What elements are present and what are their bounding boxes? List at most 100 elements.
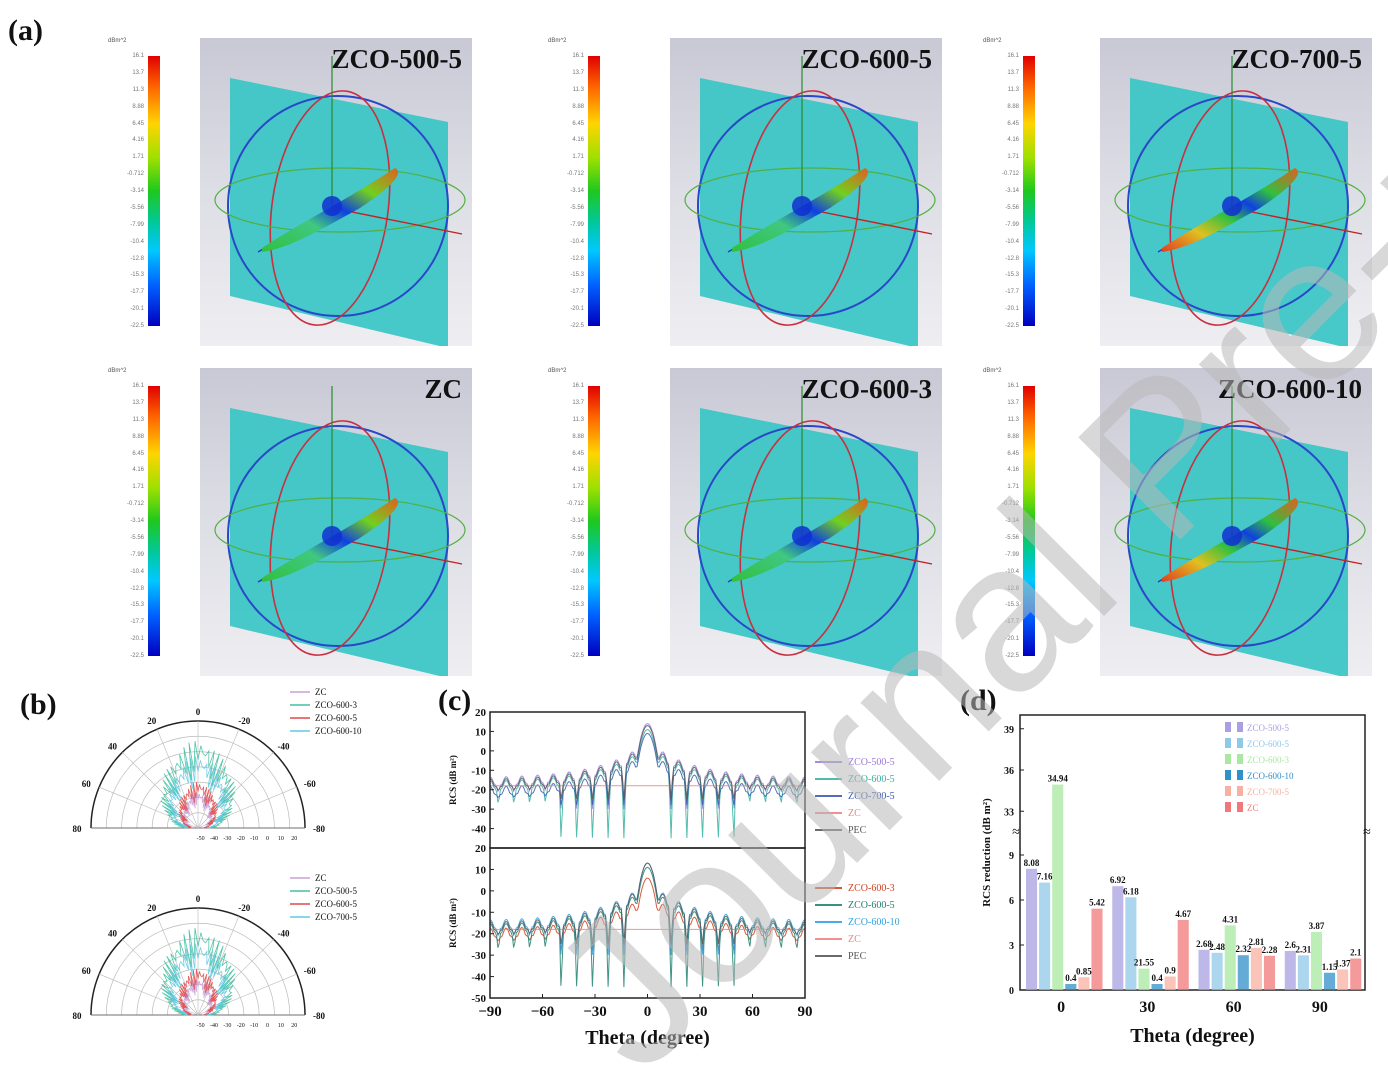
y-axis [1231, 537, 1363, 565]
colorbar-tick: -7.99 [1005, 551, 1019, 558]
bar-value-label: 2.48 [1209, 942, 1225, 952]
bar-value-label: 1.15 [1322, 962, 1338, 972]
legend-swatch [1225, 754, 1231, 764]
phi-circle [1114, 167, 1366, 233]
colorbar: dBm^2 16.1 13.7 11.3 8.88 6.45 4.16 1.71 -0.712 -… [975, 368, 1045, 668]
colorbar-tick: -10.4 [570, 238, 584, 245]
colorbar-unit: dBm^2 [983, 38, 1002, 44]
y-tick-label: -40 [471, 824, 486, 836]
polar-r-tick: -40 [210, 1023, 218, 1029]
simulation-view: ZCO-600-5 [670, 38, 942, 346]
polar-r-tick: -50 [197, 836, 205, 842]
y-axis [331, 537, 463, 565]
bar-value-label: 0.4 [1065, 973, 1077, 983]
bar-value-label: 4.67 [1175, 909, 1191, 919]
y-tick-label: -20 [471, 785, 486, 797]
polar-theta-tick: 0 [196, 707, 201, 717]
colorbar-tick: -22.5 [130, 323, 144, 329]
theta-circle [269, 90, 391, 326]
legend-swatch [1237, 802, 1243, 812]
axis-break-mark: ≈ [1012, 825, 1020, 840]
colorbar-tick: 4.16 [1007, 137, 1019, 144]
colorbar-gradient [148, 386, 160, 656]
colorbar-tick: 13.7 [132, 399, 144, 406]
polar-r-tick: -20 [237, 836, 245, 842]
polar-theta-tick: -20 [238, 716, 250, 726]
phi-circle [1114, 497, 1366, 563]
colorbar-tick: -20.1 [570, 306, 584, 313]
rcs-center [322, 526, 342, 546]
colorbar-tick: -12.8 [130, 255, 144, 262]
x-tick-label: 90 [798, 1004, 813, 1020]
y-tick-label: -10 [471, 765, 486, 777]
legend-label: ZCO-500-5 [315, 886, 357, 896]
y-tick-label: -50 [471, 993, 486, 1005]
line-series [489, 877, 806, 951]
theta-circle [739, 420, 861, 656]
colorbar-tick: -3.14 [1005, 188, 1019, 194]
bar-value-label: 5.42 [1089, 898, 1105, 908]
colorbar-tick: -15.3 [570, 602, 584, 609]
polar-spoke [156, 729, 199, 829]
colorbar: dBm^2 16.1 13.7 11.3 8.88 6.45 4.16 1.71 -0.712 -… [100, 38, 170, 338]
colorbar-tick: 1.71 [572, 154, 584, 161]
polar-spoke [156, 916, 199, 1016]
colorbar-tick: 8.88 [132, 103, 144, 110]
colorbar-tick: -17.7 [130, 619, 144, 626]
plot-frame [489, 711, 806, 849]
colorbar-tick: 6.45 [132, 450, 144, 457]
colorbar-tick: 4.16 [132, 137, 144, 144]
colorbar-tick: -12.8 [570, 255, 584, 262]
x-tick-label: 90 [1312, 999, 1328, 1016]
y-tick-label: 33 [1004, 807, 1014, 818]
line-subplot: 20 10 0 -10 -20 -30 -40 RCS (dB m²) ZCO-500-5 ZCO… [448, 707, 895, 849]
polar-theta-tick: -40 [278, 741, 290, 751]
polar-spoke [122, 939, 199, 1016]
colorbar-tick: -10.4 [1005, 568, 1019, 575]
y-axis-label: RCS (dB m²) [448, 755, 458, 805]
colorbar-tick: -0.712 [126, 501, 144, 508]
y-tick-label: 0 [481, 746, 487, 758]
colorbar-tick: 8.88 [1007, 103, 1019, 110]
colorbar-tick: 11.3 [572, 416, 584, 423]
colorbar-tick: 4.16 [132, 467, 144, 474]
y-tick-label: 3 [1009, 941, 1014, 952]
colorbar-tick: -15.3 [130, 602, 144, 609]
polar-theta-tick: 0 [196, 894, 201, 904]
rcs-center [792, 526, 812, 546]
line-series [489, 732, 806, 806]
x-tick-label: 30 [1139, 999, 1155, 1016]
y-tick-label: 6 [1009, 896, 1014, 907]
colorbar-tick: -17.7 [1005, 619, 1019, 626]
bar-value-label: 2.68 [1196, 939, 1212, 949]
legend-label: ZCO-500-5 [848, 757, 895, 768]
simulation-view: ZC [200, 368, 472, 676]
line-series [489, 728, 806, 839]
legend-swatch [1225, 802, 1231, 812]
polar-theta-tick: 20 [147, 903, 157, 913]
bar [1125, 897, 1137, 990]
polar-series-line [160, 741, 236, 829]
legend-label: ZC [315, 687, 327, 697]
bar [1237, 955, 1249, 990]
colorbar-tick: -7.99 [130, 551, 144, 558]
bar [1151, 984, 1163, 990]
colorbar-tick: -22.5 [1005, 323, 1019, 329]
colorbar-tick: 8.88 [572, 103, 584, 110]
phi-circle [214, 497, 466, 563]
bar [1177, 919, 1189, 990]
y-tick-label: 20 [475, 843, 487, 855]
bar-value-label: 4.31 [1222, 914, 1238, 924]
colorbar-tick: -20.1 [1005, 306, 1019, 313]
simulation-title: ZCO-600-10 [1218, 374, 1362, 404]
colorbar-tick: -5.56 [130, 204, 144, 211]
polar-r-tick: 0 [266, 1023, 269, 1029]
polar-charts: 80 60 40 20 0 -20 -40 -60 -80 -50 -40 -30 -20 -10 0 10 2… [73, 687, 362, 1029]
polar-theta-tick: 80 [73, 824, 83, 834]
bar [1091, 908, 1103, 990]
colorbar-unit: dBm^2 [108, 38, 127, 44]
x-tick-label: 0 [644, 1004, 652, 1020]
colorbar-tick: 11.3 [572, 86, 584, 93]
sphere-outline [697, 95, 919, 317]
colorbar-tick: 4.16 [572, 467, 584, 474]
